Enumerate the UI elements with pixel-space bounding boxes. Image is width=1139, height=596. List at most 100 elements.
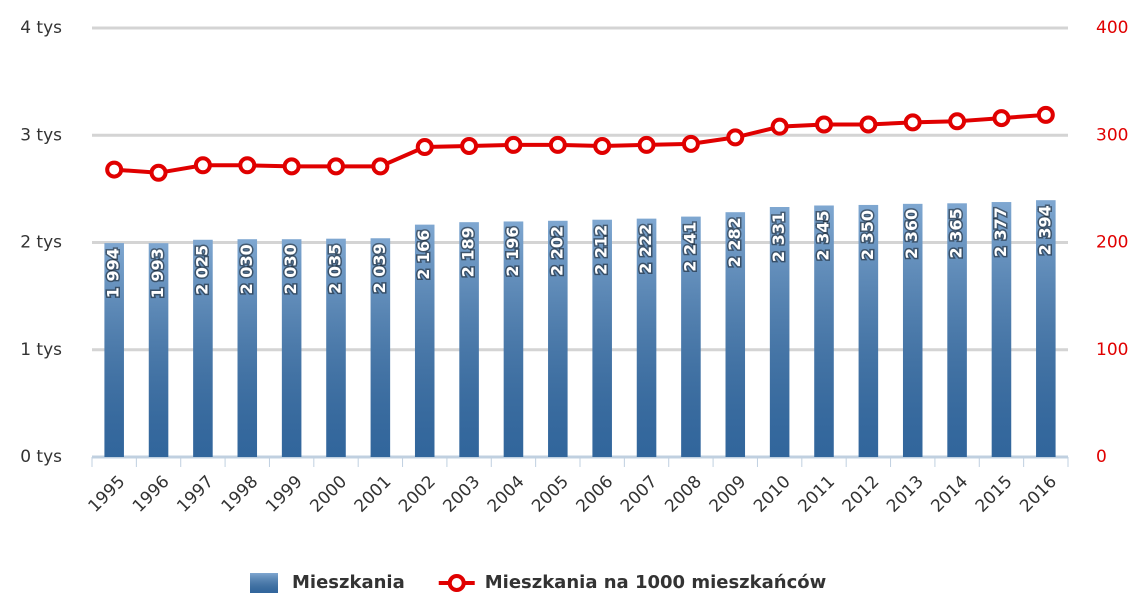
x-tick-label: 2006	[573, 472, 618, 517]
x-tick-label: 2012	[839, 472, 884, 517]
x-tick-label: 2013	[883, 472, 928, 517]
bar-shine	[636, 218, 657, 457]
line-marker	[637, 135, 656, 154]
line-marker	[371, 157, 390, 176]
legend-label: Mieszkania na 1000 mieszkańców	[485, 572, 827, 593]
x-tick-label: 1996	[129, 472, 174, 517]
x-tick-label: 2010	[750, 472, 795, 517]
line-marker	[726, 128, 745, 147]
data-label: 2 377	[991, 207, 1010, 257]
data-label: 2 189	[459, 227, 478, 277]
line-marker	[548, 135, 567, 154]
line-marker	[859, 115, 878, 134]
line-marker	[193, 156, 212, 175]
line-marker	[327, 157, 345, 176]
line-marker	[105, 160, 124, 179]
x-tick-label: 1999	[262, 472, 307, 517]
line-marker	[815, 115, 833, 134]
bar-shine	[503, 221, 524, 457]
line-marker	[948, 112, 967, 131]
data-label: 2 035	[326, 244, 345, 294]
data-label: 2 196	[503, 226, 522, 276]
bar-shine	[414, 224, 435, 457]
legend-label: Mieszkania	[292, 572, 405, 593]
bar-shine	[237, 239, 258, 457]
x-tick-label: 2000	[306, 472, 351, 517]
x-tick-label: 2011	[794, 472, 839, 517]
x-tick-label: 2001	[351, 472, 396, 517]
data-label: 2 241	[680, 222, 699, 272]
x-tick-label: 2015	[972, 472, 1017, 517]
data-label: 2 365	[947, 208, 966, 258]
line-marker	[282, 157, 301, 176]
data-label: 2 166	[414, 230, 433, 280]
bar-shine	[326, 238, 346, 457]
data-label: 2 030	[237, 244, 256, 294]
x-tick-label: 2002	[395, 472, 440, 517]
line-marker	[593, 136, 612, 155]
line-marker	[460, 136, 479, 155]
data-label: 2 331	[769, 212, 788, 262]
bar-shine	[814, 205, 834, 457]
data-label: 2 039	[370, 243, 389, 293]
bar-shine	[991, 202, 1012, 457]
bar-shine	[193, 239, 213, 457]
bar-shine	[725, 212, 746, 457]
bar-shine	[902, 203, 923, 457]
y2-tick-label: 0	[1096, 447, 1107, 467]
data-label: 2 360	[902, 209, 921, 259]
data-label: 2 202	[547, 226, 566, 276]
bar-shine	[947, 203, 967, 457]
bar-shine	[148, 243, 169, 457]
x-tick-label: 1997	[173, 472, 218, 517]
bar-shine	[281, 239, 302, 457]
bar-shine	[459, 222, 479, 457]
legend: Mieszkania Mieszkania na 1000 mieszkańców	[250, 572, 826, 593]
data-label: 2 025	[192, 245, 211, 295]
data-label: 2 222	[636, 224, 655, 274]
y-tick-label: 0 tys	[20, 447, 62, 467]
data-label: 2 282	[725, 217, 744, 267]
x-tick-label: 2003	[439, 472, 484, 517]
data-label: 2 212	[592, 225, 611, 275]
bar-shine	[592, 219, 612, 457]
x-tick-label: 1995	[85, 472, 130, 517]
x-tick-label: 2008	[661, 472, 706, 517]
data-label: 1 994	[104, 248, 123, 298]
line-marker	[681, 134, 700, 153]
data-label: 2 030	[281, 244, 300, 294]
line-marker	[903, 113, 922, 132]
line-marker	[149, 163, 168, 182]
line	[114, 112, 1046, 175]
bar-shine	[104, 243, 124, 457]
line-marker	[1036, 105, 1055, 124]
y2-tick-label: 300	[1096, 125, 1128, 145]
x-tick-label: 2016	[1016, 472, 1061, 517]
bar-shine	[858, 204, 879, 457]
y2-tick-label: 400	[1096, 18, 1128, 38]
bar-shine	[681, 216, 701, 457]
y-tick-label: 1 tys	[20, 340, 62, 360]
line-marker	[504, 135, 523, 154]
legend-swatch-shine	[250, 573, 278, 593]
bar-shine	[548, 220, 568, 457]
line-marker	[992, 109, 1011, 128]
legend-marker	[447, 574, 466, 592]
y-tick-label: 3 tys	[20, 125, 62, 145]
line-marker	[415, 138, 434, 157]
data-label: 2 394	[1035, 205, 1054, 255]
line-marker	[238, 156, 257, 175]
x-tick-label: 2005	[528, 472, 573, 517]
y2-tick-label: 100	[1096, 340, 1128, 360]
x-tick-label: 2004	[484, 472, 529, 517]
x-tick-label: 2014	[927, 472, 972, 517]
x-tick-label: 2007	[617, 472, 662, 517]
bar-shine	[370, 238, 391, 457]
data-label: 2 345	[814, 210, 833, 260]
x-tick-label: 2009	[706, 472, 751, 517]
y2-tick-label: 200	[1096, 233, 1128, 253]
bar-shine	[1036, 200, 1056, 457]
data-label: 1 993	[148, 248, 167, 298]
bar-shine	[769, 207, 790, 457]
